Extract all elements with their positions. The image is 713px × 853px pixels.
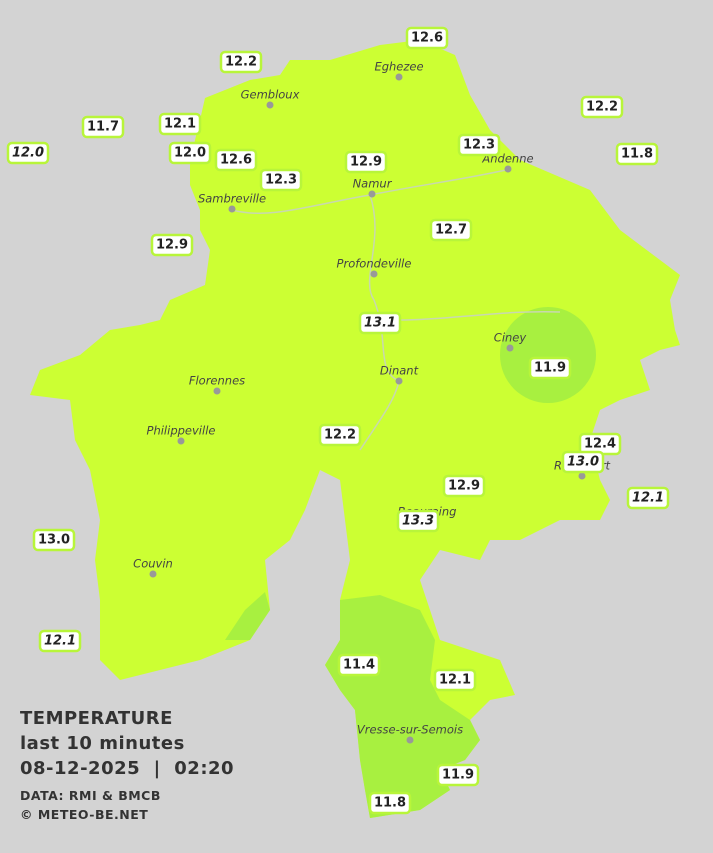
legend-source: DATA: RMI & BMCB [20,788,161,803]
town-dot [370,270,378,278]
station-value: 12.6 [411,31,443,46]
station-box [344,150,388,174]
station-value: 12.0 [12,146,44,161]
town-dot [177,437,185,445]
station-box [32,528,76,552]
station-value: 12.4 [584,437,616,452]
station-box [38,629,82,653]
station-box [442,474,486,498]
station-value: 12.1 [44,634,76,649]
station-box [368,791,412,815]
town-dot [578,472,586,480]
town-label: Eghezee [374,60,423,74]
town-label: Philippeville [147,424,216,438]
station-value: 12.9 [448,479,480,494]
station-box [6,141,50,165]
station-value: 12.2 [225,55,257,70]
legend-period: last 10 minutes [20,733,185,754]
station-value: 12.3 [463,138,495,153]
legend-credit: © METEO-BE.NET [20,807,148,822]
station-value: 13.0 [567,455,599,470]
station-value: 12.9 [156,238,188,253]
station-value: 11.9 [534,361,566,376]
station-value: 11.7 [87,120,119,135]
station-box [396,509,440,533]
station-box [219,50,263,74]
station-value: 12.0 [174,146,206,161]
legend-datetime: 08-12-2025 | 02:20 [20,758,234,779]
station-box [81,115,125,139]
town-label: Sambreville [198,192,266,206]
station-box [259,168,303,192]
station-box [433,668,477,692]
town-label: Florennes [189,374,245,388]
station-box [580,95,624,119]
station-value: 12.2 [586,100,618,115]
station-value: 12.1 [632,491,664,506]
station-box [436,763,480,787]
station-value: 11.8 [621,147,653,162]
town-label: Couvin [133,557,173,571]
town-label: Namur [353,177,393,191]
town-label: Gembloux [241,88,300,102]
station-box [337,653,381,677]
station-box [168,141,212,165]
station-box [429,218,473,242]
town-dot [228,205,236,213]
station-value: 13.1 [364,316,396,331]
town-label: Vresse-sur-Semois [357,723,463,737]
station-value: 12.3 [265,173,297,188]
legend-title: TEMPERATURE [20,708,173,729]
station-box [615,142,659,166]
town-dot [504,165,512,173]
station-box [158,112,202,136]
station-box [457,133,501,157]
town-dot [368,190,376,198]
station-box [528,356,572,380]
town-dot [266,101,274,109]
station-value: 12.9 [350,155,382,170]
cool-zone [325,595,480,818]
station-value: 12.7 [435,223,467,238]
station-value: 11.4 [343,658,375,673]
station-value: 13.0 [38,533,70,548]
town-label: Dinant [380,364,419,378]
cool-zone [225,592,270,640]
town-dot [406,736,414,744]
station-value: 12.1 [439,673,471,688]
town-dot [395,73,403,81]
town-dot [149,570,157,578]
station-box [626,486,670,510]
station-value: 13.3 [402,514,434,529]
town-dot [506,344,514,352]
town-label: Ciney [494,331,527,345]
station-value: 11.9 [442,768,474,783]
station-box [214,148,258,172]
station-box [150,233,194,257]
station-value: 12.6 [220,153,252,168]
town-dot [213,387,221,395]
station-value: 12.2 [324,428,356,443]
cool-zone [500,307,596,403]
station-value: 11.8 [374,796,406,811]
town-label: Profondeville [337,257,412,271]
station-box [405,26,449,50]
town-dot [395,377,403,385]
station-box [358,311,402,335]
station-box [318,423,362,447]
station-value: 12.1 [164,117,196,132]
station-box [561,450,605,474]
